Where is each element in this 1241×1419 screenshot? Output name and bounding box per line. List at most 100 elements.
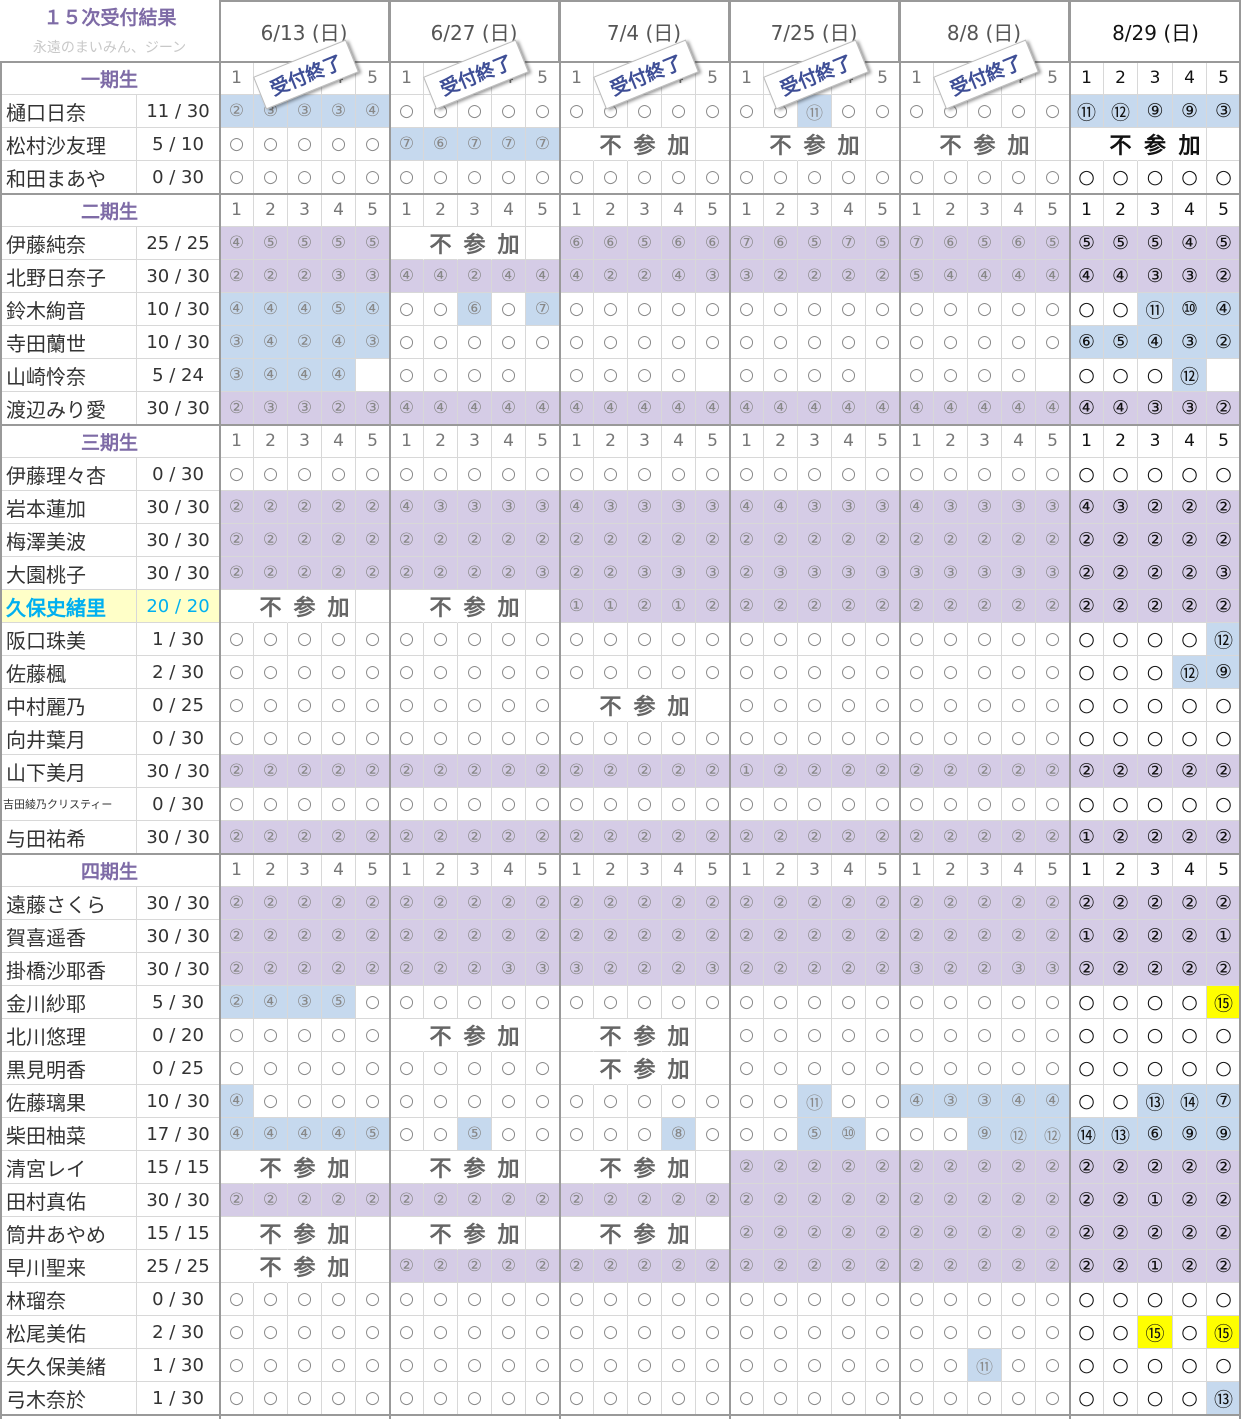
- won-slot: ④: [254, 1118, 288, 1151]
- won-slot: ②: [594, 1250, 628, 1283]
- won-slot: ②: [254, 524, 288, 557]
- not-won-slot: ○: [696, 1085, 730, 1118]
- not-won-slot: ○: [1104, 1085, 1138, 1118]
- not-won-slot: ○: [424, 656, 458, 689]
- not-won-slot: ○: [730, 1019, 764, 1052]
- not-won-slot: ○: [1138, 458, 1173, 491]
- won-slot: ②: [458, 260, 492, 293]
- won-slot: ②: [662, 755, 696, 788]
- not-won-slot: ○: [662, 1349, 696, 1382]
- won-slot: ④: [968, 392, 1002, 425]
- slot-number: 2: [1104, 194, 1138, 227]
- won-slot: ②: [1207, 953, 1241, 986]
- won-slot: ②: [220, 1184, 254, 1217]
- empty-slot: [696, 1052, 730, 1085]
- not-won-slot: ○: [968, 359, 1002, 392]
- won-slot: ③: [288, 392, 322, 425]
- not-won-slot: ○: [288, 1382, 322, 1415]
- slot-number: 2: [594, 194, 628, 227]
- not-won-slot: ○: [424, 1283, 458, 1316]
- won-slot: ②: [832, 887, 866, 920]
- not-won-slot: ○: [424, 986, 458, 1019]
- not-won-slot: ○: [730, 986, 764, 1019]
- won-slot: ⑫: [1002, 1118, 1036, 1151]
- not-won-slot: ○: [254, 689, 288, 722]
- won-slot: ②: [288, 821, 322, 854]
- won-slot: ②: [1207, 1250, 1241, 1283]
- won-slot: ②: [1138, 821, 1173, 854]
- won-slot: ③: [1002, 491, 1036, 524]
- not-won-slot: ○: [730, 1382, 764, 1415]
- not-won-slot: ○: [220, 1052, 254, 1085]
- won-slot: ②: [356, 953, 390, 986]
- not-won-slot: ○: [1207, 1283, 1241, 1316]
- slot-number: 5: [356, 62, 390, 95]
- empty-slot: [390, 227, 424, 260]
- won-slot: ②: [1104, 524, 1138, 557]
- won-slot: ⑤: [1036, 227, 1070, 260]
- slot-number: 1: [1070, 854, 1104, 887]
- not-won-slot: ○: [1104, 458, 1138, 491]
- not-won-slot: ○: [1173, 161, 1207, 194]
- not-won-slot: ○: [696, 1283, 730, 1316]
- not-won-slot: ○: [1002, 722, 1036, 755]
- member-name: 筒井あやめ: [0, 1217, 137, 1250]
- won-slot: ②: [968, 524, 1002, 557]
- won-slot: ②: [1173, 887, 1207, 920]
- not-participating-label: 加: [322, 1151, 356, 1184]
- slot-number: 1: [730, 194, 764, 227]
- slot-number: 1: [220, 854, 254, 887]
- won-slot: ⑦: [526, 128, 560, 161]
- won-slot: ②: [458, 920, 492, 953]
- not-participating-label: 不: [254, 1217, 288, 1250]
- not-won-slot: ○: [1104, 1052, 1138, 1085]
- won-slot: ②: [730, 1250, 764, 1283]
- won-slot: ④: [288, 293, 322, 326]
- session-date-header: 8/29 (日): [1112, 20, 1199, 45]
- slot-number: 1: [900, 62, 934, 95]
- won-slot: ②: [798, 260, 832, 293]
- slot-number: 4: [662, 854, 696, 887]
- not-won-slot: ○: [560, 788, 594, 821]
- slot-number: 2: [254, 194, 288, 227]
- slot-number: 3: [1138, 62, 1173, 95]
- not-won-slot: ○: [390, 95, 424, 128]
- not-won-slot: ○: [730, 1316, 764, 1349]
- won-slot: ③: [288, 986, 322, 1019]
- slot-number: 4: [1173, 854, 1207, 887]
- not-won-slot: ○: [492, 1382, 526, 1415]
- not-won-slot: ○: [492, 1085, 526, 1118]
- member-name: 早川聖来: [0, 1250, 137, 1283]
- not-won-slot: ○: [866, 161, 900, 194]
- slot-number: 3: [628, 194, 662, 227]
- not-won-slot: ○: [764, 1085, 798, 1118]
- not-won-slot: ○: [424, 326, 458, 359]
- won-slot: ②: [832, 524, 866, 557]
- not-won-slot: ○: [1207, 1019, 1241, 1052]
- won-slot: ⑫: [1207, 623, 1241, 656]
- not-won-slot: ○: [390, 1349, 424, 1382]
- not-won-slot: ○: [934, 326, 968, 359]
- won-slot: ②: [628, 887, 662, 920]
- not-won-slot: ○: [798, 986, 832, 1019]
- won-slot: ②: [866, 590, 900, 623]
- no-slot: [526, 359, 560, 392]
- not-won-slot: ○: [662, 1316, 696, 1349]
- won-slot: ②: [1173, 920, 1207, 953]
- won-slot: ⑮: [1207, 986, 1241, 1019]
- won-slot: ②: [492, 524, 526, 557]
- not-won-slot: ○: [1002, 623, 1036, 656]
- won-slot: ②: [424, 887, 458, 920]
- not-won-slot: ○: [764, 458, 798, 491]
- not-won-slot: ○: [900, 1118, 934, 1151]
- won-slot: ②: [594, 755, 628, 788]
- not-won-slot: ○: [696, 458, 730, 491]
- won-slot: ④: [1036, 260, 1070, 293]
- not-participating-label: 参: [458, 1151, 492, 1184]
- won-slot: ④: [1070, 260, 1104, 293]
- slot-number: 5: [866, 854, 900, 887]
- won-slot: ②: [1002, 887, 1036, 920]
- won-slot: ⑩: [1173, 293, 1207, 326]
- not-won-slot: ○: [560, 293, 594, 326]
- not-won-slot: ○: [526, 689, 560, 722]
